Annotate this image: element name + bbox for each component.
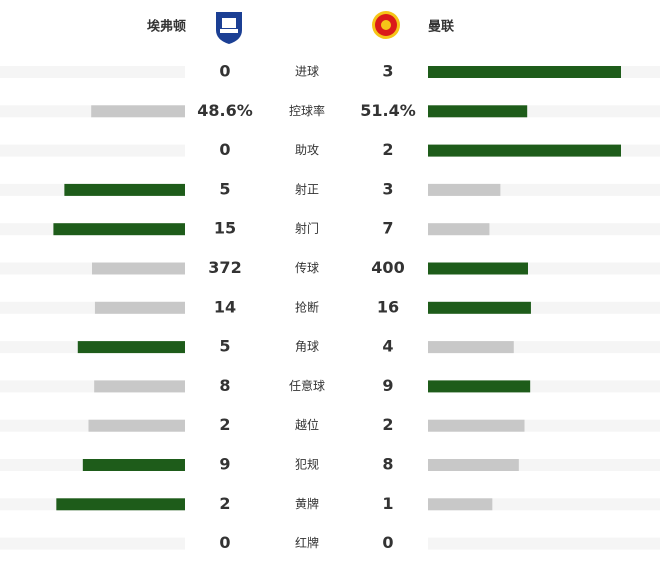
home-team: 埃弗顿 — [147, 19, 186, 35]
away-bar — [428, 498, 493, 511]
category-label: 射门 — [295, 221, 319, 236]
category-label: 传球 — [295, 260, 319, 275]
away-bar — [428, 301, 531, 314]
track — [428, 537, 660, 550]
away-value: 1 — [382, 494, 393, 513]
home-bar — [94, 380, 185, 393]
home-bar — [56, 498, 186, 511]
away-value: 4 — [382, 337, 393, 356]
category-label: 黄牌 — [295, 497, 319, 511]
category-label: 进球 — [295, 65, 319, 79]
home-bar — [82, 459, 185, 471]
home-value: 48.6% — [197, 101, 253, 120]
away-value: 7 — [382, 219, 393, 238]
away-value: 3 — [382, 62, 393, 81]
away-value: 3 — [382, 179, 393, 198]
category-label: 任意球 — [289, 378, 325, 393]
away-bar — [428, 380, 531, 393]
away-bar — [428, 419, 525, 432]
away-value: 16 — [377, 297, 399, 316]
away-value: 9 — [382, 376, 393, 395]
home-value: 8 — [219, 376, 230, 395]
away-bar — [428, 341, 514, 354]
home-bar — [91, 105, 185, 118]
home-bar — [77, 341, 185, 354]
home-value: 5 — [219, 337, 230, 356]
home-value: 0 — [219, 140, 230, 159]
home-logo — [216, 12, 242, 44]
track — [0, 66, 185, 78]
away-value: 0 — [382, 533, 393, 552]
home-value: 2 — [219, 494, 230, 513]
home-value: 14 — [214, 297, 236, 316]
category-label: 犯规 — [295, 457, 319, 472]
away-value: 8 — [382, 455, 393, 474]
home-value: 372 — [208, 258, 241, 277]
away-team: 曼联 — [428, 20, 454, 35]
category-label: 抢断 — [295, 299, 319, 314]
away-bar — [428, 223, 490, 236]
home-value: 0 — [219, 533, 230, 552]
home-value: 15 — [214, 219, 236, 238]
home-value: 0 — [219, 62, 230, 81]
away-bar — [428, 105, 528, 118]
home-value: 9 — [219, 455, 230, 474]
category-label: 红牌 — [295, 535, 319, 550]
away-value: 51.4% — [360, 101, 416, 120]
away-value: 400 — [371, 258, 404, 277]
home-value: 5 — [219, 179, 230, 198]
away-bar — [428, 459, 519, 471]
away-bar — [428, 262, 528, 275]
away-value: 2 — [382, 415, 393, 434]
home-bar — [53, 223, 186, 236]
category-label: 射正 — [295, 181, 319, 196]
home-bar — [88, 419, 185, 432]
track — [0, 537, 185, 550]
track — [0, 144, 185, 157]
home-value: 2 — [219, 415, 230, 434]
category-label: 控球率 — [289, 103, 325, 118]
away-logo — [372, 11, 400, 39]
home-bar — [92, 262, 185, 275]
away-bar — [428, 144, 621, 157]
home-bar — [94, 301, 185, 314]
away-bar — [428, 183, 501, 196]
home-bar — [64, 183, 185, 196]
away-value: 2 — [382, 140, 393, 159]
category-label: 角球 — [295, 340, 319, 354]
category-label: 越位 — [295, 417, 319, 432]
away-bar — [428, 66, 621, 78]
category-label: 助攻 — [295, 143, 319, 157]
